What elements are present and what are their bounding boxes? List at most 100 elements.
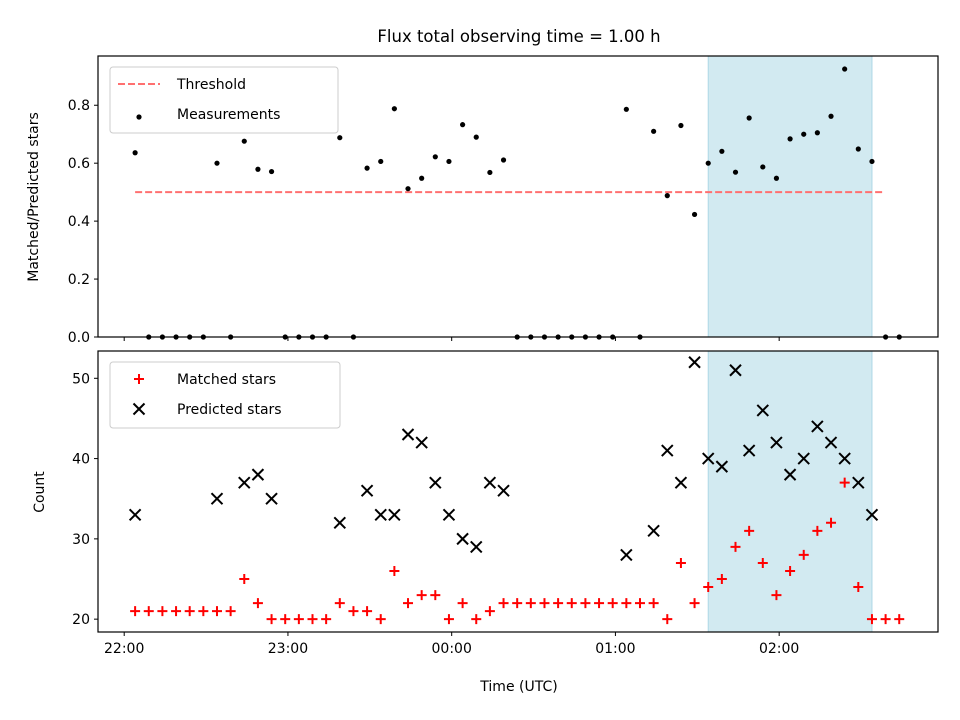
- predicted-stars-point: [210, 492, 224, 505]
- matched-stars-point: [198, 606, 209, 617]
- measurement-point: [268, 168, 275, 175]
- measurement-point: [241, 138, 247, 144]
- axes-frame: [97, 55, 939, 338]
- measurement-point: [760, 164, 766, 170]
- measurement-point: [746, 115, 752, 121]
- y-tick-label: 40: [72, 452, 90, 468]
- measurement-point: [132, 150, 138, 156]
- predicted-stars-point: [470, 540, 483, 554]
- matched-stars-point: [716, 574, 727, 585]
- observing-window-span: [707, 350, 873, 633]
- predicted-stars-point: [333, 516, 347, 530]
- matched-stars-point: [184, 606, 195, 617]
- measurement-point: [691, 211, 698, 218]
- y-tick-label: 0.6: [68, 156, 90, 172]
- measurement-point: [664, 193, 670, 199]
- measurement-point: [869, 158, 875, 165]
- matched-stars-point: [362, 606, 373, 617]
- predicted-stars-point: [838, 452, 851, 465]
- legend-label: Matched stars: [177, 372, 276, 388]
- matched-stars-point: [703, 582, 714, 593]
- measurement-point: [814, 130, 820, 136]
- predicted-stars-point: [456, 532, 469, 546]
- predicted-stars-point: [429, 476, 442, 489]
- measurement-point: [855, 146, 861, 152]
- matched-stars-point: [648, 598, 659, 609]
- matched-stars-point: [566, 598, 577, 609]
- matched-stars-point: [430, 590, 441, 601]
- measurement-point: [487, 169, 493, 176]
- matched-stars-point: [225, 606, 236, 617]
- matched-stars-point: [607, 598, 618, 609]
- matched-stars-point: [334, 598, 345, 609]
- x-tick-label: 23:00: [268, 641, 308, 657]
- matched-stars-point: [839, 477, 850, 488]
- predicted-stars-point: [674, 476, 688, 489]
- y-tick-label: 50: [72, 371, 90, 387]
- matched-stars-point: [484, 606, 495, 617]
- predicted-stars-point: [483, 476, 497, 489]
- measurement-point: [419, 175, 425, 181]
- matched-stars-point: [403, 598, 414, 609]
- matched-stars-point: [621, 598, 632, 609]
- measurement-point: [801, 131, 807, 137]
- matched-stars-point: [280, 614, 291, 625]
- predicted-stars-point: [852, 476, 865, 489]
- matched-stars-point: [443, 614, 454, 625]
- y-tick-label: 0.8: [68, 98, 90, 114]
- measurement-point: [446, 158, 452, 165]
- x-tick-label: 00:00: [432, 641, 472, 657]
- matched-stars-point: [866, 614, 877, 625]
- observing-window-span: [707, 55, 873, 338]
- matched-stars-point: [853, 582, 864, 593]
- y-tick-label: 0.4: [68, 214, 90, 230]
- predicted-stars-point: [620, 548, 633, 562]
- predicted-stars-point: [756, 404, 770, 417]
- matched-stars-point: [239, 574, 250, 585]
- matched-stars-point: [594, 598, 605, 609]
- matched-stars-point: [211, 606, 222, 617]
- measurement-point: [214, 160, 220, 166]
- predicted-stars-point: [797, 452, 810, 465]
- matched-stars-point: [416, 590, 427, 601]
- matched-stars-point: [321, 614, 332, 625]
- measurement-point: [678, 122, 684, 129]
- measurement-point: [842, 66, 848, 72]
- matched-stars-point: [553, 598, 564, 609]
- predicted-stars-point: [374, 508, 387, 521]
- legend-box: [109, 361, 341, 429]
- matched-stars-point: [471, 614, 482, 625]
- legend-label: Threshold: [176, 77, 246, 93]
- y-tick-label: 30: [72, 532, 90, 548]
- predicted-stars-point: [265, 492, 278, 505]
- measurement-point: [364, 165, 370, 171]
- predicted-stars-point: [811, 420, 824, 433]
- matched-stars-point: [580, 598, 591, 609]
- measurement-point: [719, 148, 725, 154]
- predicted-stars-point: [688, 356, 701, 369]
- x-tick-label: 22:00: [104, 641, 144, 657]
- matched-stars-point: [744, 525, 755, 536]
- predicted-stars-point: [388, 508, 401, 521]
- measurement-point: [432, 154, 438, 160]
- predicted-stars-point: [729, 364, 742, 377]
- predicted-stars-point: [128, 508, 142, 521]
- predicted-stars-point: [824, 436, 838, 449]
- measurement-point: [460, 122, 466, 128]
- measurement-point: [732, 169, 739, 175]
- predicted-stars-point: [442, 508, 456, 521]
- matched-stars-point: [812, 525, 823, 536]
- x-tick-label: 02:00: [759, 641, 799, 657]
- matched-stars-point: [375, 614, 386, 625]
- matched-stars-point: [634, 598, 645, 609]
- matched-stars-point: [307, 614, 318, 625]
- matched-stars-point: [757, 557, 768, 568]
- matched-stars-point: [662, 614, 673, 625]
- measurement-point: [773, 175, 780, 181]
- legend-measurement-swatch: [136, 114, 142, 120]
- chart-title: Flux total observing time = 1.00 h: [377, 27, 660, 46]
- matched-stars-point: [675, 557, 686, 568]
- matched-stars-point: [525, 598, 536, 609]
- measurement-point: [787, 136, 793, 142]
